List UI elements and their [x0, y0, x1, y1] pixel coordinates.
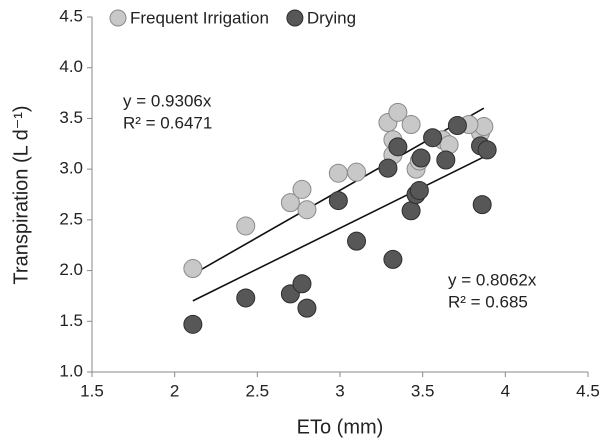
legend-label: Drying	[307, 8, 356, 27]
y-tick-label: 2.5	[59, 209, 83, 228]
y-tick-label: 1.5	[59, 311, 83, 330]
point	[236, 216, 256, 236]
x-tick-label: 1.5	[80, 381, 104, 400]
point	[328, 191, 348, 211]
point	[477, 140, 497, 160]
point	[409, 180, 429, 200]
point	[388, 137, 408, 157]
point	[383, 249, 403, 269]
point	[472, 195, 492, 215]
point	[236, 288, 256, 308]
point	[347, 231, 367, 251]
x-tick-label: 2	[170, 381, 179, 400]
x-axis-label: ETo (mm)	[297, 416, 384, 438]
point	[183, 314, 203, 334]
trendline	[192, 154, 488, 302]
y-tick-label: 3.5	[59, 108, 83, 127]
point	[297, 200, 317, 220]
point	[401, 201, 421, 221]
point	[436, 150, 456, 170]
y-tick-label: 2.0	[59, 260, 83, 279]
point	[411, 148, 431, 168]
annotation: R² = 0.685	[448, 292, 528, 311]
point	[388, 102, 408, 122]
x-tick-label: 4.5	[576, 381, 600, 400]
point	[378, 158, 398, 178]
x-tick-label: 2.5	[246, 381, 270, 400]
point	[280, 193, 300, 213]
point	[447, 116, 467, 136]
point	[292, 179, 312, 199]
y-tick-label: 4.0	[59, 57, 83, 76]
y-tick-label: 4.5	[59, 6, 83, 25]
point	[183, 259, 203, 279]
y-tick-label: 1.0	[59, 361, 83, 380]
annotation: y = 0.8062x	[448, 270, 537, 289]
annotation: R² = 0.6471	[123, 113, 212, 132]
point	[328, 163, 348, 183]
point	[347, 162, 367, 182]
point	[297, 298, 317, 318]
x-tick-label: 4	[501, 381, 510, 400]
legend-label: Frequent Irrigation	[130, 8, 269, 27]
x-tick-label: 3	[335, 381, 344, 400]
point	[401, 115, 421, 135]
annotation: y = 0.9306x	[123, 91, 212, 110]
point	[423, 128, 443, 148]
point	[292, 274, 312, 294]
x-tick-label: 3.5	[411, 381, 435, 400]
y-tick-label: 3.0	[59, 159, 83, 178]
legend-marker	[286, 9, 304, 27]
legend-marker	[109, 9, 127, 27]
y-axis-label: Transpiration (L d⁻¹)	[10, 105, 32, 284]
